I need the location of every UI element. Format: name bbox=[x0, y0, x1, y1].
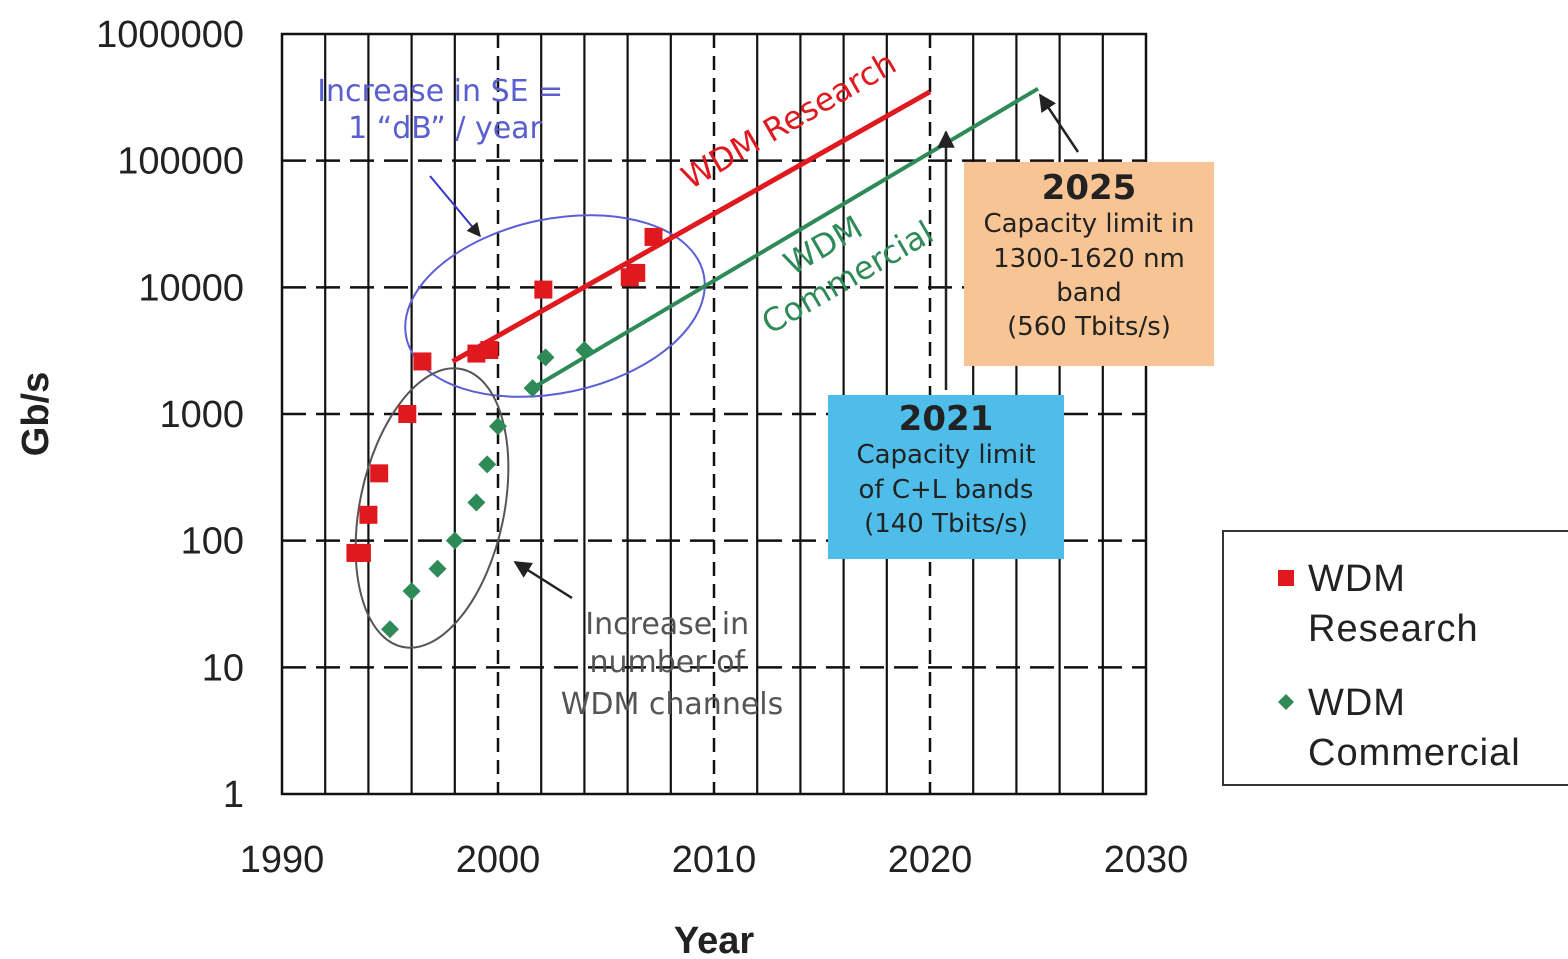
commercial-point bbox=[402, 582, 421, 601]
diamond-marker-icon bbox=[1278, 694, 1294, 710]
x-tick-label: 2010 bbox=[672, 839, 757, 881]
commercial-point bbox=[575, 341, 594, 360]
capacity-limit-2025-box: 2025 Capacity limit in 1300-1620 nm band… bbox=[964, 162, 1214, 366]
legend-item-research: WDM Research bbox=[1264, 554, 1568, 654]
research-point bbox=[359, 505, 378, 524]
y-tick-label: 1000000 bbox=[96, 14, 244, 56]
limit-2025-arrow bbox=[1038, 93, 1080, 153]
research-point bbox=[398, 405, 417, 423]
plot-area-border bbox=[280, 32, 1148, 796]
x-tick-label: 2030 bbox=[1104, 839, 1189, 881]
research-point bbox=[627, 263, 646, 282]
se-note: Increase in SE = 1 “dB” / year bbox=[317, 74, 573, 146]
x-axis-title: Year bbox=[674, 920, 755, 959]
research-point bbox=[413, 352, 432, 371]
commercial-point bbox=[445, 531, 464, 550]
commercial-point bbox=[428, 559, 447, 578]
x-tick-label: 2020 bbox=[888, 839, 973, 881]
research-point bbox=[370, 464, 389, 483]
commercial-point bbox=[478, 455, 497, 474]
y-tick-label: 1000 bbox=[159, 394, 244, 436]
y-tick-label: 1 bbox=[223, 774, 244, 816]
se-arrow bbox=[429, 175, 481, 238]
legend: WDM Research WDM Commercial bbox=[1222, 530, 1568, 786]
legend-label-line: WDM bbox=[1308, 558, 1406, 600]
legend-item-commercial: WDM Commercial bbox=[1264, 678, 1568, 778]
y-axis-title: Gb/s bbox=[15, 372, 57, 456]
capacity-limit-2021-box: 2021 Capacity limit of C+L bands (140 Tb… bbox=[828, 395, 1064, 559]
box-2025-line: band bbox=[1056, 278, 1122, 309]
commercial-line-label: WDM Commercial bbox=[735, 179, 940, 342]
se-ellipse bbox=[404, 214, 706, 398]
trend-line-research bbox=[451, 89, 932, 364]
commercial-point bbox=[489, 417, 507, 436]
commercial-point bbox=[467, 493, 486, 512]
box-2021-line: (140 Tbits/s) bbox=[864, 509, 1028, 540]
data-points bbox=[346, 227, 663, 639]
y-tick-label: 100 bbox=[181, 521, 244, 563]
commercial-point bbox=[536, 348, 555, 367]
commercial-point bbox=[381, 620, 399, 639]
box-2025-year: 2025 bbox=[1041, 168, 1137, 208]
x-tick-label: 2000 bbox=[456, 839, 541, 881]
commercial-point bbox=[523, 379, 542, 398]
research-point bbox=[480, 341, 499, 360]
research-point bbox=[352, 543, 371, 562]
legend-label-line: WDM bbox=[1308, 682, 1406, 724]
y-tick-label: 100000 bbox=[117, 141, 244, 183]
tick-labels: 1990 2000 2010 2020 2030 1 10 100 1000 10000 10000… bbox=[96, 14, 1188, 881]
square-marker-icon bbox=[1278, 570, 1294, 586]
legend-label-line: Research bbox=[1308, 608, 1479, 651]
box-2025-line: 1300-1620 nm bbox=[993, 243, 1185, 274]
channels-note: Increase in number of WDM channels bbox=[561, 607, 784, 722]
channels-arrow bbox=[513, 560, 573, 600]
legend-label-line: Commercial bbox=[1308, 732, 1521, 775]
y-tick-label: 10 bbox=[202, 647, 244, 689]
box-2025-line: Capacity limit in bbox=[983, 209, 1195, 240]
y-tick-label: 10000 bbox=[138, 267, 244, 309]
x-tick-label: 1990 bbox=[240, 839, 325, 881]
box-2021-year: 2021 bbox=[898, 399, 994, 439]
channels-ellipse bbox=[354, 367, 510, 649]
box-2025-line: (560 Tbits/s) bbox=[1007, 312, 1171, 343]
research-point bbox=[534, 280, 553, 299]
box-2021-line: Capacity limit bbox=[856, 440, 1036, 471]
box-2021-line: of C+L bands bbox=[858, 474, 1034, 505]
research-point bbox=[644, 227, 663, 246]
